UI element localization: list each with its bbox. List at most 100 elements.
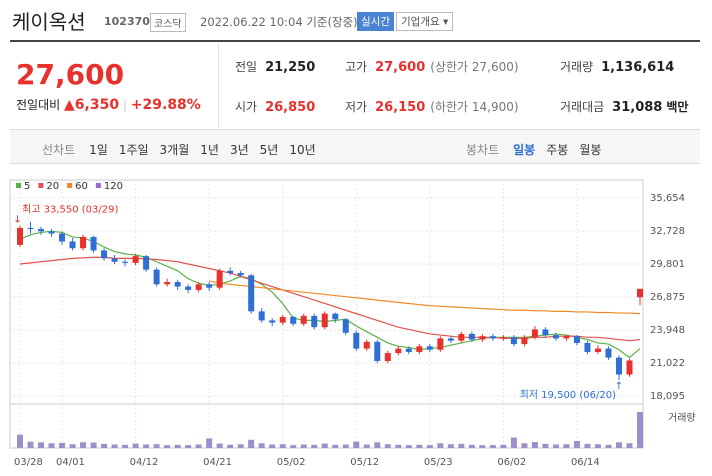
low-annotation: 최저 19,500 (06/20) (520, 389, 616, 401)
tab[interactable]: 1주일 (118, 143, 149, 157)
quote-value: 26,850 (265, 100, 316, 115)
tab[interactable]: 3년 (229, 143, 249, 157)
volume-bar (279, 444, 286, 448)
legend-label: 20 (46, 181, 59, 192)
change: 6,350 (74, 97, 120, 113)
quote-cell: 전일 21,250 (235, 58, 315, 75)
candle-body (111, 258, 118, 262)
candle-body (615, 357, 622, 375)
volume-bar (195, 444, 202, 448)
quote-cell: 고가 27,600 (상한가 27,600) (345, 58, 519, 75)
y-tick-label: 26,875 (650, 292, 685, 303)
candle-body (384, 353, 391, 361)
volume-bar (132, 443, 139, 448)
candle-body (626, 360, 633, 375)
quote-value: 27,600 (375, 60, 426, 75)
volume-bar (237, 444, 244, 448)
candle-body (573, 336, 580, 343)
y-tick-label: 29,801 (650, 259, 685, 270)
candle-body (374, 341, 381, 361)
candle-body (206, 284, 213, 288)
volume-bar (258, 443, 265, 448)
volume-bar (374, 442, 381, 448)
tab[interactable]: 월봉 (579, 143, 602, 157)
volume-bar (416, 444, 423, 448)
tab[interactable]: 5년 (259, 143, 279, 157)
candle-body (437, 338, 444, 350)
volume-bar (80, 442, 87, 448)
candle-body (510, 337, 517, 345)
tab[interactable]: 1년 (200, 143, 219, 157)
candle-tabs: 봉차트 일봉 주봉 월봉 (466, 139, 612, 158)
candle-body (185, 286, 192, 290)
volume-bar (153, 444, 160, 448)
candle-body (531, 329, 538, 338)
x-tick-label: 04/21 (203, 457, 232, 468)
timestamp: 2022.06.22 10:04 기준(장중) (200, 15, 358, 29)
company-button[interactable]: 기업개요 ▾ (396, 12, 454, 31)
quote-label: 시가 (235, 100, 258, 114)
quote-value: 31,088 (612, 100, 663, 115)
y-tick-label: 23,948 (650, 325, 685, 336)
volume-bar (216, 443, 223, 448)
tab[interactable]: 1일 (89, 143, 108, 157)
x-tick-label: 06/02 (497, 457, 526, 468)
volume-bar (342, 444, 349, 448)
volume-bar (38, 442, 45, 448)
realtime-button[interactable]: 실시간 (357, 12, 394, 31)
quote-label: 거래대금 (560, 100, 605, 114)
candle-body (122, 261, 129, 263)
volume-bar (111, 444, 118, 448)
current-price: 27,600 (16, 58, 125, 91)
candle-body (195, 284, 202, 290)
moving-average (209, 280, 641, 315)
volume-bar (542, 443, 549, 448)
tab[interactable]: 10년 (289, 143, 316, 157)
candle-body (300, 315, 307, 324)
volume-bar (468, 444, 475, 448)
volume-bar (510, 437, 517, 448)
candle-body (164, 282, 171, 285)
volume-bar (164, 445, 171, 448)
tab[interactable]: 일봉 (513, 143, 536, 157)
tab[interactable]: 3개월 (159, 143, 190, 157)
candle-body (542, 329, 549, 336)
candle-body (279, 317, 286, 323)
candle-body (489, 336, 496, 339)
volume-bar (290, 445, 297, 448)
y-tick-label: 32,728 (650, 226, 685, 237)
candle-body (59, 233, 66, 242)
high-annotation: 최고 33,550 (03/29) (22, 204, 118, 216)
quote-cell: 거래대금 31,088 백만 (560, 98, 688, 115)
volume-bar (69, 444, 76, 448)
legend-swatch (67, 183, 73, 188)
candle-body (216, 270, 223, 288)
candle-body (426, 346, 433, 350)
candle-body (132, 256, 139, 263)
market-badge: 코스닥 (150, 13, 186, 32)
candle-body (143, 256, 150, 270)
x-tick-label: 05/12 (350, 457, 379, 468)
quote-label: 거래량 (560, 60, 594, 74)
candle-body (605, 348, 612, 358)
candle-body (80, 236, 87, 249)
candle-body (447, 338, 454, 341)
y-tick-label: 21,022 (650, 358, 685, 369)
volume-label: 거래량 (668, 412, 696, 424)
x-tick-label: 05/02 (277, 457, 306, 468)
moving-average (19, 256, 641, 342)
volume-bar (248, 439, 255, 448)
volume-bar (363, 444, 370, 448)
candle-body (101, 250, 108, 259)
candle-body (48, 231, 55, 234)
tab[interactable]: 주봉 (546, 143, 569, 157)
candle-body (290, 317, 297, 324)
quote-cell: 거래량 1,136,614 (560, 58, 674, 75)
legend-label: 5 (24, 181, 30, 192)
candle-body (153, 269, 160, 285)
candle-body (227, 270, 234, 274)
volume-bar (500, 444, 507, 448)
quote-value: 1,136,614 (601, 60, 675, 75)
candle-body (258, 311, 265, 321)
